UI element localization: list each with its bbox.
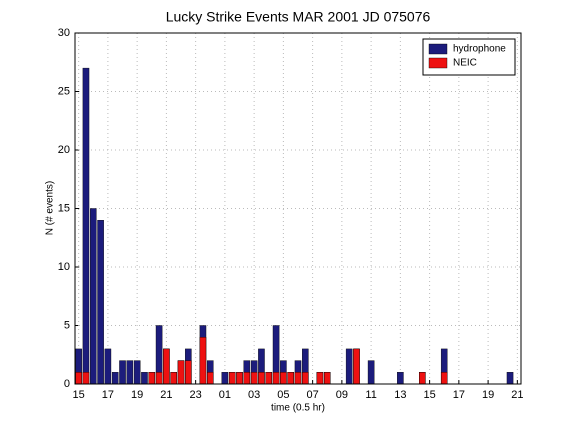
bar	[82, 67, 90, 385]
bar	[163, 348, 170, 385]
x-tick-label: 07	[306, 389, 318, 401]
bar	[141, 372, 148, 385]
x-tick-label: 17	[453, 389, 465, 401]
bar	[506, 372, 514, 385]
bar	[177, 360, 185, 385]
x-tick-label: 15	[73, 389, 85, 401]
bar	[75, 372, 82, 385]
x-tick-label: 09	[336, 389, 348, 401]
y-tick-label: 5	[64, 319, 70, 331]
bar	[199, 337, 207, 385]
y-tick-label: 20	[58, 144, 70, 156]
x-axis-label: time (0.5 hr)	[271, 403, 325, 414]
bar	[397, 372, 404, 385]
bar	[236, 372, 243, 385]
bar	[287, 372, 294, 385]
bar	[206, 372, 214, 385]
bar	[90, 208, 97, 385]
y-tick-label: 15	[58, 202, 70, 214]
y-axis-label: N (# events)	[45, 181, 56, 235]
x-tick-label: 21	[511, 389, 523, 401]
bar	[82, 372, 90, 385]
bar	[250, 372, 258, 385]
bar	[148, 372, 156, 385]
x-tick-label: 23	[190, 389, 202, 401]
bar	[258, 372, 265, 385]
x-tick-label: 01	[219, 389, 231, 401]
bar	[345, 348, 353, 385]
bar	[419, 372, 426, 385]
y-tick-label: 10	[58, 261, 70, 273]
x-tick-label: 19	[131, 389, 143, 401]
bar	[302, 372, 309, 385]
x-tick-label: 17	[102, 389, 114, 401]
bar	[323, 372, 331, 385]
y-tick-label: 30	[58, 27, 70, 39]
legend-label: hydrophone	[453, 44, 506, 55]
bar	[104, 348, 112, 385]
bar	[155, 372, 163, 385]
bar	[170, 372, 177, 385]
x-tick-label: 21	[160, 389, 172, 401]
plot-frame	[74, 32, 522, 385]
bar	[221, 372, 229, 385]
x-tick-label: 03	[248, 389, 260, 401]
bar	[367, 360, 375, 385]
chart-title: Lucky Strike Events MAR 2001 JD 075076	[166, 9, 431, 25]
x-tick-label: 05	[277, 389, 289, 401]
bar	[280, 372, 287, 385]
bar	[119, 360, 126, 385]
bar	[126, 360, 134, 385]
bar	[97, 219, 104, 385]
bar	[316, 372, 324, 385]
bar	[111, 372, 119, 385]
x-tick-label: 13	[394, 389, 406, 401]
legend-swatch	[428, 57, 448, 69]
y-tick-label: 0	[64, 378, 70, 390]
legend-swatch	[428, 43, 448, 55]
legend-label: NEIC	[453, 58, 477, 69]
bar	[185, 360, 192, 385]
x-tick-label: 11	[365, 389, 376, 401]
bar	[265, 372, 273, 385]
bar	[272, 372, 280, 385]
bar	[243, 372, 251, 385]
bar	[133, 360, 141, 385]
y-tick-label: 25	[58, 85, 70, 97]
x-tick-label: 15	[423, 389, 435, 401]
x-tick-label: 19	[482, 389, 494, 401]
bar	[440, 372, 448, 385]
bar	[294, 372, 302, 385]
bar	[353, 348, 360, 385]
bar	[228, 372, 236, 385]
